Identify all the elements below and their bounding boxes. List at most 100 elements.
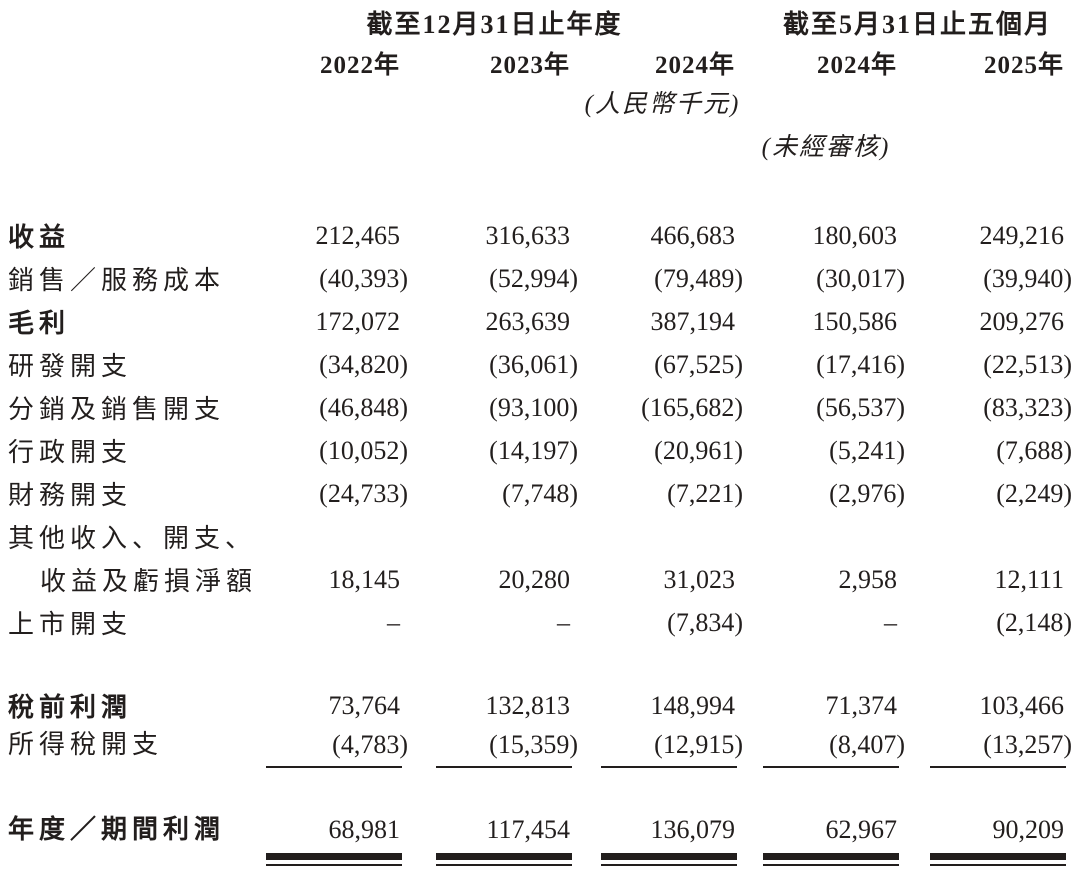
header-currency-row: (人民幣千元) <box>0 82 1074 122</box>
value-cell: 90,209 <box>907 811 1074 869</box>
table-row-listing-expenses: 上市開支 – – (7,834) – (2,148) <box>0 601 1074 644</box>
value-cell: 31,023 <box>663 564 736 594</box>
value-cell: 466,683 <box>650 220 736 250</box>
row-label: 收益及虧損淨額 <box>40 567 258 596</box>
value-cell: (52,994) <box>489 263 578 293</box>
table-row-gross-profit: 毛利 172,072 263,639 387,194 150,586 209,2… <box>0 300 1074 343</box>
value-cell: (4,783) <box>266 727 410 773</box>
value-cell: (36,061) <box>489 349 578 379</box>
column-header-2024: 2024年 <box>654 52 735 79</box>
value-cell: (10,052) <box>319 435 408 465</box>
header-unaudited-row: (未經審核) <box>0 122 1074 168</box>
value-cell: 212,465 <box>315 220 401 250</box>
value-cell: (13,257) <box>907 727 1074 773</box>
row-label: 行政開支 <box>8 438 133 467</box>
value-cell: 71,374 <box>825 690 898 720</box>
value-cell: (14,197) <box>489 435 578 465</box>
value-cell: (7,834) <box>667 607 743 637</box>
table-row-profit-before-tax: 稅前利潤 73,764 132,813 148,994 71,374 103,4… <box>0 684 1074 727</box>
value-cell: 148,994 <box>650 690 736 720</box>
row-label: 所得稅開支 <box>8 730 164 759</box>
column-header-2023: 2023年 <box>489 52 570 79</box>
value-cell: 172,072 <box>315 306 401 336</box>
row-label: 毛利 <box>8 309 71 338</box>
value-cell: – <box>387 607 400 637</box>
single-rule <box>266 766 402 768</box>
value-cell: 2,958 <box>838 564 898 594</box>
column-header-2022: 2022年 <box>319 52 400 79</box>
value-cell: (30,017) <box>816 263 905 293</box>
value-cell: (2,976) <box>829 478 905 508</box>
value-cell: 20,280 <box>498 564 571 594</box>
spacer-row <box>0 644 1074 684</box>
value-cell: (5,241) <box>829 435 905 465</box>
row-label: 分銷及銷售開支 <box>8 395 226 424</box>
row-label: 銷售／服務成本 <box>8 266 226 295</box>
row-label: 財務開支 <box>8 481 133 510</box>
single-rule <box>436 766 572 768</box>
table-row-profit-for-the-period: 年度／期間利潤 68,981 117,454 136,079 62,967 90… <box>0 811 1074 869</box>
value-cell: 263,639 <box>485 306 571 336</box>
column-group-five-months: 截至5月31日止五個月 <box>783 9 1053 39</box>
table-row-administrative-expenses: 行政開支 (10,052) (14,197) (20,961) (5,241) … <box>0 429 1074 472</box>
value-cell: (24,733) <box>319 478 408 508</box>
spacer-row <box>0 168 1074 214</box>
double-rule <box>763 853 899 866</box>
value-cell: (7,221) <box>667 478 743 508</box>
value-cell: (40,393) <box>319 263 408 293</box>
value-cell: 62,967 <box>745 811 907 869</box>
table-row-other-income-line1: 其他收入、開支、 <box>0 515 1074 558</box>
header-group-row: 截至12月31日止年度 截至5月31日止五個月 <box>0 0 1074 44</box>
single-rule <box>763 766 899 768</box>
row-label: 收益 <box>8 223 71 252</box>
value-cell: 150,586 <box>812 306 898 336</box>
value-cell: 387,194 <box>650 306 736 336</box>
value-cell: (83,323) <box>983 392 1073 422</box>
value-cell: (15,359) <box>410 727 580 773</box>
value-cell: – <box>557 607 570 637</box>
double-rule <box>266 853 402 866</box>
header-years-row: 2022年 2023年 2024年 2024年 2025年 <box>0 44 1074 82</box>
spacer-row <box>0 773 1074 811</box>
value-cell: (22,513) <box>983 349 1073 379</box>
value-cell: (17,416) <box>816 349 905 379</box>
value-cell: (2,249) <box>996 478 1073 508</box>
value-cell: (67,525) <box>654 349 743 379</box>
value-cell: (20,961) <box>654 435 743 465</box>
column-header-2024-5m: 2024年 <box>816 52 897 79</box>
table-row-other-income-line2: 收益及虧損淨額 18,145 20,280 31,023 2,958 12,11… <box>0 558 1074 601</box>
value-cell: 136,079 <box>580 811 745 869</box>
double-rule <box>930 853 1067 866</box>
value-cell: (46,848) <box>319 392 408 422</box>
value-cell: 180,603 <box>812 220 898 250</box>
value-cell: (79,489) <box>654 263 743 293</box>
table-row-cost-of-sales: 銷售／服務成本 (40,393) (52,994) (79,489) (30,0… <box>0 257 1074 300</box>
value-cell: (93,100) <box>489 392 578 422</box>
single-rule <box>930 766 1067 768</box>
row-label: 上市開支 <box>8 610 133 639</box>
value-cell: (12,915) <box>580 727 745 773</box>
value-cell: (7,688) <box>996 435 1073 465</box>
value-cell: (2,148) <box>996 607 1073 637</box>
column-header-2025-5m: 2025年 <box>984 52 1065 79</box>
value-cell: (165,682) <box>641 392 743 422</box>
value-cell: 103,466 <box>979 690 1065 720</box>
table-row-finance-costs: 財務開支 (24,733) (7,748) (7,221) (2,976) (2… <box>0 472 1074 515</box>
row-label: 其他收入、開支、 <box>8 524 257 553</box>
value-cell: 73,764 <box>328 690 401 720</box>
table-row-rd-expenses: 研發開支 (34,820) (36,061) (67,525) (17,416)… <box>0 343 1074 386</box>
value-cell: – <box>884 607 897 637</box>
table-row-distribution-selling-expenses: 分銷及銷售開支 (46,848) (93,100) (165,682) (56,… <box>0 386 1074 429</box>
value-cell: 68,981 <box>266 811 410 869</box>
value-cell: (39,940) <box>983 263 1073 293</box>
value-cell: (7,748) <box>502 478 578 508</box>
value-cell: (34,820) <box>319 349 408 379</box>
single-rule <box>601 766 737 768</box>
value-cell: 12,111 <box>994 564 1065 594</box>
value-cell: 117,454 <box>410 811 580 869</box>
column-group-year-ended: 截至12月31日止年度 <box>366 9 623 39</box>
double-rule <box>436 853 572 866</box>
value-cell: 249,216 <box>979 220 1065 250</box>
currency-note: (人民幣千元) <box>584 91 741 118</box>
